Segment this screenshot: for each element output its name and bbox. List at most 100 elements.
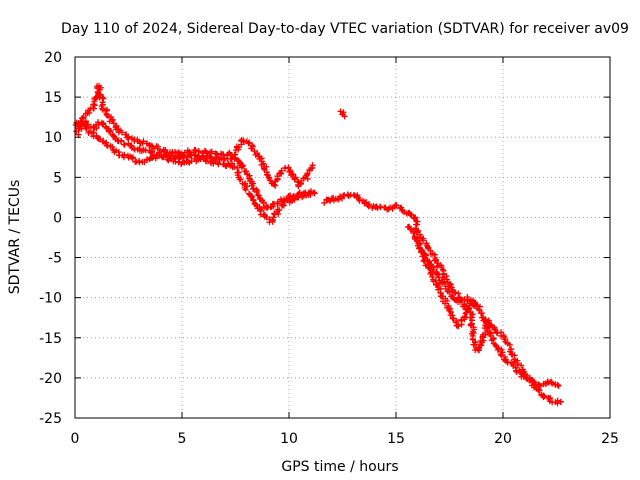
x-tick-label: 20: [494, 431, 512, 447]
data-marker: [83, 125, 90, 132]
data-marker: [321, 199, 328, 206]
data-marker: [271, 181, 278, 188]
data-marker: [536, 387, 543, 394]
data-marker: [425, 265, 432, 272]
track-isolated: [337, 108, 348, 120]
data-marker: [241, 138, 248, 145]
data-marker: [274, 200, 281, 207]
data-marker: [441, 300, 448, 307]
data-marker: [499, 349, 506, 356]
data-marker: [264, 204, 271, 211]
data-marker: [369, 204, 376, 211]
data-marker: [410, 230, 417, 237]
data-marker: [476, 306, 483, 313]
data-marker: [555, 382, 562, 389]
data-marker: [340, 193, 347, 200]
data-marker: [452, 289, 459, 296]
data-marker: [263, 214, 270, 221]
data-marker: [185, 159, 192, 166]
data-marker: [231, 156, 238, 163]
data-marker: [249, 196, 256, 203]
data-marker: [278, 167, 285, 174]
data-marker: [554, 381, 561, 388]
data-marker: [203, 149, 210, 156]
data-marker: [427, 250, 434, 257]
data-marker: [446, 289, 453, 296]
y-tick-label: -20: [39, 371, 62, 387]
track-descent-c: [414, 238, 481, 330]
y-tick-label: 5: [53, 170, 62, 186]
data-marker: [455, 290, 462, 297]
data-marker: [245, 140, 252, 147]
data-marker: [419, 237, 426, 244]
plot-frame: [74, 56, 611, 419]
data-marker: [366, 201, 373, 208]
data-marker: [155, 152, 162, 159]
data-marker: [238, 164, 245, 171]
data-points: [72, 82, 564, 407]
data-marker: [240, 162, 247, 169]
x-tick-label: 5: [178, 431, 187, 447]
data-marker: [180, 154, 187, 161]
x-tick-label: 10: [280, 431, 298, 447]
y-tick-label: 15: [44, 90, 62, 106]
axis-ticks: 0 5 10 15 20 25 -25 -20 -15 -10 -5 0 5 10 15 20: [39, 50, 619, 447]
x-tick-label: 0: [71, 431, 80, 447]
data-marker: [251, 200, 258, 207]
data-marker: [438, 293, 445, 300]
data-marker: [415, 245, 422, 252]
data-marker: [129, 155, 136, 162]
x-tick-label: 15: [387, 431, 405, 447]
data-marker: [253, 189, 260, 196]
y-tick-label: 0: [53, 210, 62, 226]
data-marker: [421, 258, 428, 265]
data-marker: [148, 142, 155, 149]
data-marker: [474, 302, 481, 309]
data-marker: [311, 190, 318, 197]
data-marker: [120, 141, 127, 148]
y-tick-label: -5: [48, 251, 62, 267]
data-marker: [554, 400, 561, 407]
data-marker: [290, 171, 297, 178]
data-marker: [117, 138, 124, 145]
data-marker: [548, 379, 555, 386]
data-marker: [248, 194, 255, 201]
data-marker: [215, 159, 222, 166]
data-marker: [407, 225, 414, 232]
data-marker: [248, 182, 255, 189]
data-marker: [140, 138, 147, 145]
data-marker: [99, 121, 106, 128]
track-lower: [73, 119, 314, 226]
x-axis-label: GPS time / hours: [281, 459, 398, 475]
data-marker: [236, 176, 243, 183]
data-marker: [274, 206, 281, 213]
data-marker: [246, 139, 253, 146]
data-marker: [77, 122, 84, 129]
data-marker: [267, 203, 274, 210]
data-marker: [280, 202, 287, 209]
data-marker: [105, 113, 112, 120]
data-marker: [541, 393, 548, 400]
data-marker: [341, 113, 348, 120]
data-marker: [307, 191, 314, 198]
data-marker: [455, 323, 462, 330]
data-marker: [160, 153, 167, 160]
data-marker: [105, 128, 112, 135]
data-marker: [82, 118, 89, 125]
y-tick-label: 20: [44, 50, 62, 66]
data-marker: [429, 271, 436, 278]
data-marker: [440, 271, 447, 278]
data-marker: [296, 189, 303, 196]
data-marker: [118, 129, 125, 136]
data-marker: [252, 151, 259, 158]
y-axis-label: SDTVAR / TECUs: [7, 180, 23, 295]
data-marker: [197, 155, 204, 162]
data-marker: [498, 346, 505, 353]
data-marker: [461, 314, 468, 321]
y-tick-label: -10: [39, 291, 62, 307]
data-marker: [450, 315, 457, 322]
grid: [75, 57, 610, 418]
data-marker: [130, 145, 137, 152]
data-marker: [152, 155, 159, 162]
